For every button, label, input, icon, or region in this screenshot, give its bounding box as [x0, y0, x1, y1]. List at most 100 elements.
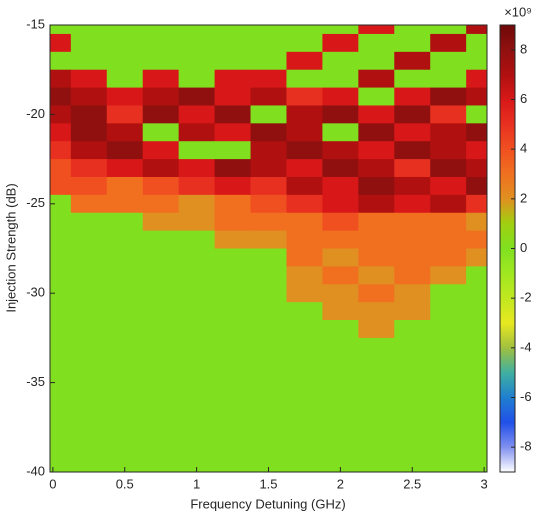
heatmap-cell — [394, 105, 431, 124]
heatmap-cell — [358, 159, 395, 178]
heatmap-cell — [70, 69, 108, 89]
heatmap-cell — [466, 25, 487, 35]
heatmap-cell — [286, 391, 323, 410]
heatmap-cell — [466, 302, 487, 321]
heatmap-cell — [214, 69, 252, 89]
heatmap-cell — [50, 212, 72, 232]
heatmap-cell — [214, 266, 252, 285]
heatmap-cell — [250, 194, 287, 214]
heatmap-cell — [106, 427, 144, 446]
heatmap-cell — [178, 320, 216, 339]
heatmap-cell — [322, 427, 359, 446]
colorbar-tick-label: -8 — [520, 439, 532, 454]
heatmap-cell — [322, 123, 359, 142]
heatmap-cell — [322, 355, 359, 375]
heatmap-cell — [322, 284, 359, 303]
heatmap-cell — [70, 230, 108, 249]
heatmap-cell — [178, 355, 216, 375]
heatmap-cell — [50, 248, 72, 267]
heatmap-cell — [430, 248, 467, 267]
heatmap-cell — [178, 159, 216, 178]
heatmap-cell — [214, 337, 252, 357]
heatmap-cell — [286, 159, 323, 178]
heatmap-cell — [214, 302, 252, 321]
heatmap-cell — [358, 69, 395, 89]
heatmap-cell — [214, 355, 252, 375]
heatmap-cell — [286, 176, 323, 196]
heatmap-cell — [394, 355, 431, 375]
heatmap-cell — [250, 266, 287, 285]
heatmap-cell — [358, 33, 395, 53]
heatmap-cell — [322, 87, 359, 106]
heatmap-cell — [250, 159, 287, 178]
y-tick-label: -20 — [26, 106, 45, 121]
heatmap-cell — [250, 87, 287, 106]
heatmap-cell — [70, 391, 108, 410]
x-tick-label: 2.5 — [403, 476, 421, 491]
heatmap-cell — [50, 141, 72, 160]
heatmap-cell — [50, 302, 72, 321]
heatmap-cell — [142, 105, 180, 124]
heatmap-cell — [70, 445, 108, 464]
heatmap-cell — [466, 445, 487, 464]
heatmap-cell — [106, 25, 144, 35]
heatmap-cell — [430, 230, 467, 249]
colorbar-tick-label: -2 — [520, 290, 532, 305]
heatmap-cell — [142, 427, 180, 446]
heatmap-cell — [50, 123, 72, 142]
heatmap-cell — [322, 212, 359, 232]
heatmap-cell — [106, 176, 144, 196]
heatmap-cell — [358, 123, 395, 142]
heatmap-cell — [50, 105, 72, 124]
heatmap-cell — [214, 33, 252, 53]
heatmap-cell — [250, 320, 287, 339]
heatmap-cell — [142, 87, 180, 106]
heatmap-cell — [394, 337, 431, 357]
heatmap-cell — [178, 105, 216, 124]
heatmap-cell — [358, 284, 395, 303]
heatmap-cell — [106, 337, 144, 357]
heatmap-cell — [106, 87, 144, 106]
heatmap-cell — [250, 105, 287, 124]
heatmap-cell — [394, 284, 431, 303]
heatmap-cell — [50, 355, 72, 375]
heatmap-cell — [178, 87, 216, 106]
heatmap-cell — [142, 463, 180, 472]
heatmap-cell — [394, 51, 431, 71]
heatmap-cell — [106, 373, 144, 393]
colorbar-scale: ×10⁹ — [504, 4, 532, 19]
x-axis-label: Frequency Detuning (GHz) — [190, 496, 345, 511]
heatmap-cell — [214, 445, 252, 464]
heatmap-cell — [50, 87, 72, 106]
heatmap-cell — [322, 159, 359, 178]
heatmap-cell — [286, 141, 323, 160]
heatmap-cell — [394, 373, 431, 393]
heatmap-cell — [250, 355, 287, 375]
heatmap-cell — [466, 230, 487, 249]
heatmap-cell — [394, 266, 431, 285]
heatmap-cell — [142, 302, 180, 321]
heatmap-cell — [358, 194, 395, 214]
heatmap-cell — [358, 463, 395, 472]
heatmap-cell — [70, 194, 108, 214]
heatmap-cell — [70, 176, 108, 196]
heatmap-cell — [286, 33, 323, 53]
heatmap-cell — [466, 463, 487, 472]
heatmap-cell — [286, 409, 323, 428]
heatmap-cell — [286, 194, 323, 214]
colorbar-tick-label: 0 — [520, 240, 527, 255]
heatmap-cell — [50, 391, 72, 410]
heatmap-cell — [358, 337, 395, 357]
heatmap-cell — [214, 123, 252, 142]
heatmap-cell — [178, 373, 216, 393]
heatmap-cell — [70, 266, 108, 285]
heatmap-cell — [466, 337, 487, 357]
heatmap-cell — [70, 248, 108, 267]
x-tick-label: 1 — [193, 476, 200, 491]
heatmap-cell — [250, 176, 287, 196]
heatmap-cell — [214, 230, 252, 249]
heatmap-cell — [178, 445, 216, 464]
heatmap-cell — [358, 355, 395, 375]
heatmap-cell — [142, 212, 180, 232]
heatmap-cell — [322, 69, 359, 89]
